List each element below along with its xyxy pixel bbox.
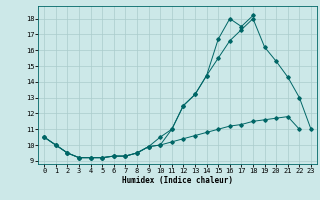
X-axis label: Humidex (Indice chaleur): Humidex (Indice chaleur) (122, 176, 233, 185)
